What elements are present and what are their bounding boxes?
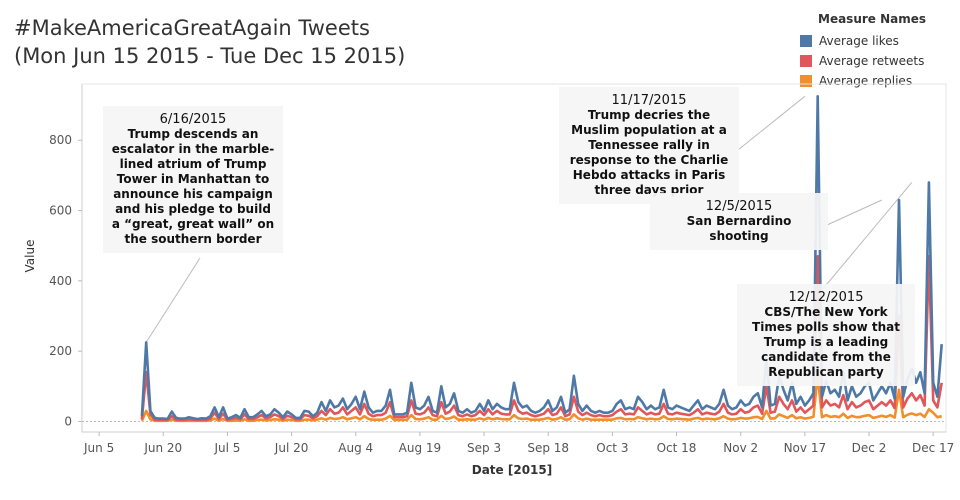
title-line-2: (Mon Jun 15 2015 - Tue Dec 15 2015) xyxy=(14,44,406,68)
x-axis-label: Date [2015] xyxy=(472,463,552,477)
annotation-leader xyxy=(145,257,201,343)
y-tick-label: 800 xyxy=(49,133,72,147)
x-tick-label: Dec 17 xyxy=(912,441,954,455)
legend-item-likes[interactable]: Average likes xyxy=(800,31,926,51)
x-tick-label: Oct 18 xyxy=(657,441,697,455)
series-line-average-replies xyxy=(140,374,942,423)
legend-item-retweets[interactable]: Average retweets xyxy=(800,51,926,71)
chart-title: #MakeAmericaGreatAgain Tweets (Mon Jun 1… xyxy=(14,14,405,70)
y-tick-label: 400 xyxy=(49,274,72,288)
legend-swatch-retweets xyxy=(800,55,812,67)
annotation-date: 12/5/2015 xyxy=(705,199,773,214)
x-tick-label: Dec 2 xyxy=(852,441,887,455)
annotation-text: Trump decries the Muslim population at a… xyxy=(569,108,729,197)
annotation-text: CBS/The New York Times polls show that T… xyxy=(752,305,900,379)
annotation-san-bernardino: 12/5/2015 San Bernardino shooting xyxy=(650,193,828,250)
x-tick-label: Nov 2 xyxy=(723,441,758,455)
annotation-leader xyxy=(821,182,913,291)
annotation-leader xyxy=(826,199,883,226)
title-line-1: #MakeAmericaGreatAgain Tweets xyxy=(14,16,370,40)
series-line-average-likes xyxy=(140,95,943,421)
annotation-campaign-launch: 6/16/2015 Trump descends an escalator in… xyxy=(103,106,283,253)
x-tick-label: Jul 5 xyxy=(213,441,240,455)
y-tick-label: 200 xyxy=(49,344,72,358)
annotation-cbs-nyt-polls: 12/12/2015 CBS/The New York Times polls … xyxy=(737,284,915,386)
annotation-leader xyxy=(737,95,806,151)
annotation-date: 6/16/2015 xyxy=(159,112,227,127)
y-axis-label: Value xyxy=(23,240,37,273)
x-tick-label: Aug 4 xyxy=(338,441,373,455)
legend-title: Measure Names xyxy=(818,12,927,26)
series-line-average-retweets xyxy=(140,254,943,422)
axes: 0 200 400 600 800 Jun 5 Jun 20 Jul 5 Jul 20 Aug 4… xyxy=(49,84,954,455)
annotation-text: Trump descends an escalator in the marbl… xyxy=(111,127,275,246)
y-tick-label: 600 xyxy=(49,204,72,218)
x-tick-label: Jul 20 xyxy=(274,441,309,455)
x-tick-label: Sep 18 xyxy=(527,441,569,455)
x-tick-label: Sep 3 xyxy=(467,441,501,455)
annotation-leaders xyxy=(145,95,913,343)
annotation-date: 11/17/2015 xyxy=(611,93,687,108)
annotation-date: 12/12/2015 xyxy=(788,290,864,305)
x-tick-label: Jun 20 xyxy=(143,441,182,455)
x-tick-label: Aug 19 xyxy=(399,441,442,455)
y-tick-label: 0 xyxy=(64,414,72,428)
legend-label-retweets: Average retweets xyxy=(819,54,925,68)
x-tick-label: Jun 5 xyxy=(83,441,114,455)
annotation-text: San Bernardino shooting xyxy=(686,214,792,243)
x-tick-label: Nov 17 xyxy=(784,441,827,455)
legend-label-likes: Average likes xyxy=(819,34,899,48)
annotation-tennessee-rally: 11/17/2015 Trump decries the Muslim popu… xyxy=(559,87,739,204)
x-tick-label: Oct 3 xyxy=(596,441,628,455)
series-lines xyxy=(140,95,943,423)
legend-swatch-likes xyxy=(800,35,812,47)
